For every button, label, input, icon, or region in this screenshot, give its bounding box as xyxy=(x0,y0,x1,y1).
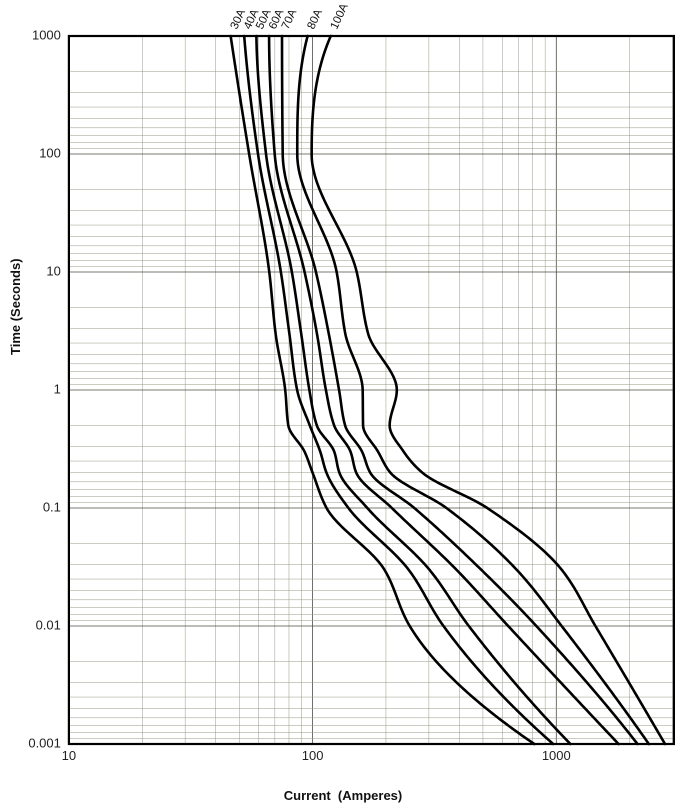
svg-text:70A: 70A xyxy=(280,7,300,31)
svg-text:1: 1 xyxy=(54,381,61,396)
svg-text:0.1: 0.1 xyxy=(43,499,61,514)
svg-text:0.001: 0.001 xyxy=(28,735,61,750)
svg-text:100: 100 xyxy=(39,145,61,160)
svg-text:1000: 1000 xyxy=(32,27,61,42)
svg-text:80A: 80A xyxy=(305,7,325,31)
svg-text:100A: 100A xyxy=(329,2,351,32)
svg-text:100: 100 xyxy=(302,748,324,763)
svg-text:10: 10 xyxy=(46,263,60,278)
svg-text:0.01: 0.01 xyxy=(36,617,61,632)
svg-text:10: 10 xyxy=(62,748,76,763)
svg-text:1000: 1000 xyxy=(542,748,571,763)
